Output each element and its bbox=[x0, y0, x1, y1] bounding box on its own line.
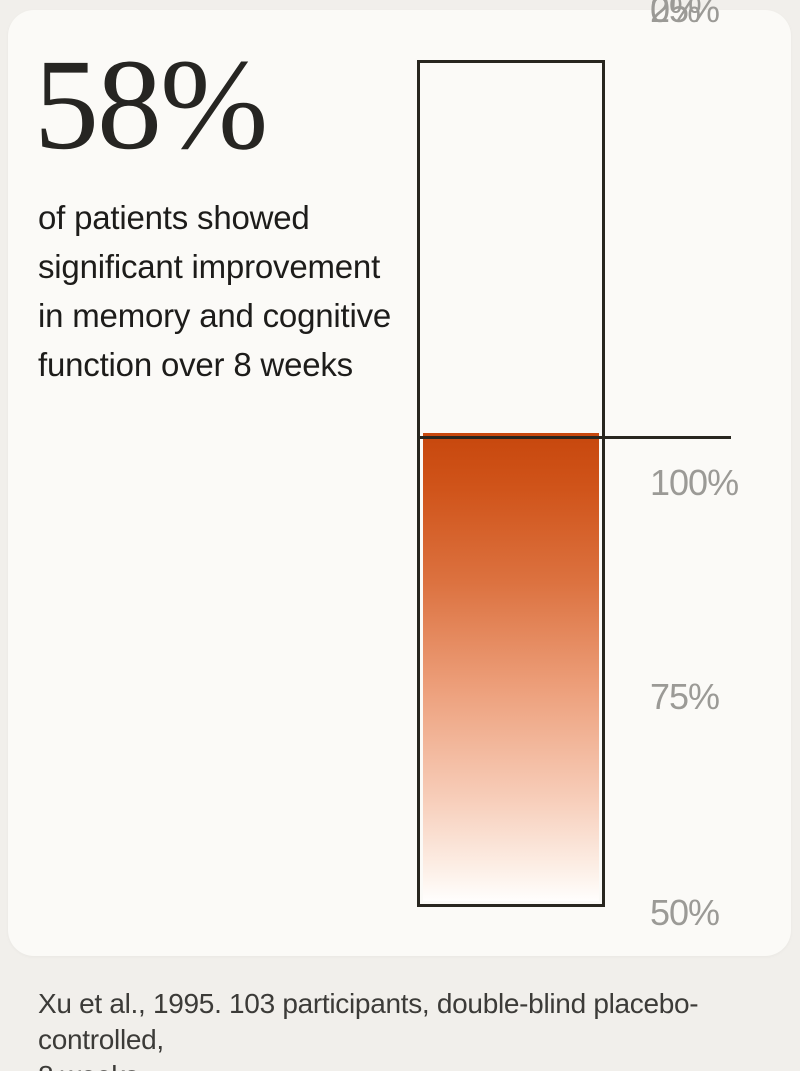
description-line: significant improvement bbox=[38, 248, 381, 285]
bar-outline bbox=[417, 60, 605, 907]
infographic-card: 58% of patients showed significant impro… bbox=[8, 0, 791, 956]
value-marker-line bbox=[417, 436, 731, 439]
source-line: Xu et al., 1995. 103 participants, doubl… bbox=[38, 988, 699, 1055]
axis-tick-label: 50% bbox=[650, 892, 720, 933]
bar-fill bbox=[423, 433, 599, 901]
description-line: in memory and cognitive bbox=[38, 297, 392, 334]
source-line: 8 weeks. bbox=[38, 1058, 778, 1071]
stat-description: of patients showed significant improveme… bbox=[38, 193, 418, 389]
axis-tick-label: 0% bbox=[650, 0, 701, 30]
axis-tick-label: 25% bbox=[650, 0, 720, 30]
source-citation: Xu et al., 1995. 103 participants, doubl… bbox=[38, 986, 778, 1071]
description-line: of patients showed bbox=[38, 199, 310, 236]
axis-tick-label: 75% bbox=[650, 676, 720, 717]
axis-tick-label: 100% bbox=[650, 462, 739, 503]
description-line: function over 8 weeks bbox=[38, 346, 353, 383]
stat-value: 58% bbox=[34, 33, 268, 177]
